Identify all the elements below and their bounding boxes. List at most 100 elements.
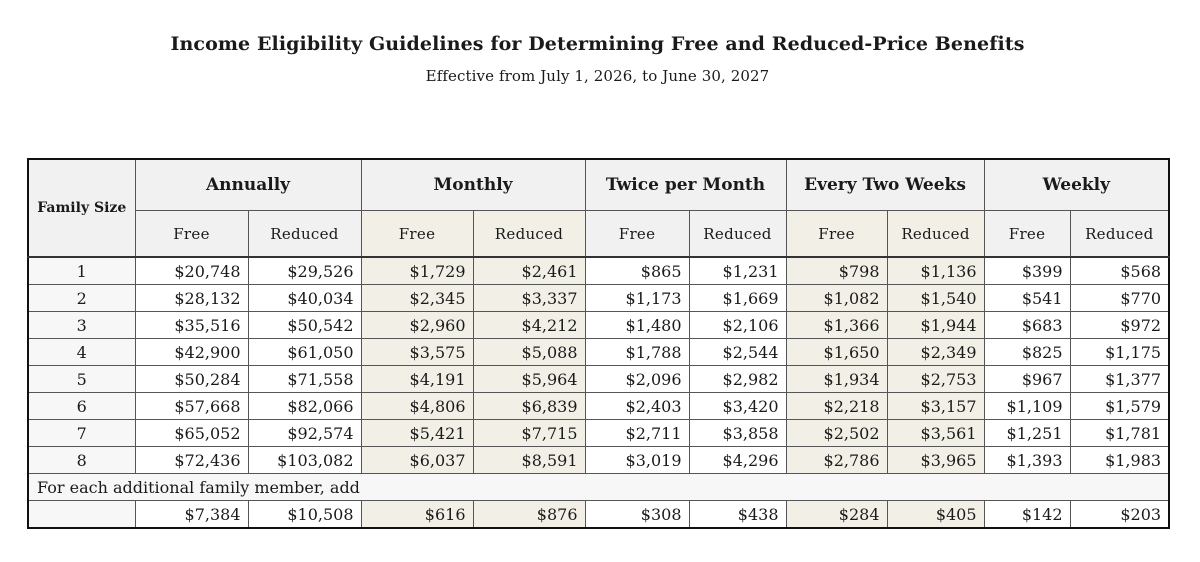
value-cell: $2,106 <box>688 311 787 339</box>
subheader-reduced: Reduced <box>688 210 787 258</box>
value-cell: $2,096 <box>584 365 690 393</box>
value-cell: $1,480 <box>584 311 690 339</box>
additional-member-row: $7,384 $10,508 $616 $876 $308 $438 $284 … <box>27 500 1170 529</box>
subheader-reduced: Reduced <box>886 210 985 258</box>
group-header-row: Family Size Annually Monthly Twice per M… <box>27 158 1170 258</box>
value-cell: $972 <box>1069 311 1170 339</box>
subheader-reduced: Reduced <box>472 210 586 258</box>
value-cell: $1,669 <box>688 284 787 312</box>
value-cell: $2,345 <box>360 284 474 312</box>
value-cell: $1,788 <box>584 338 690 366</box>
value-cell: $10,508 <box>247 500 362 529</box>
value-cell: $2,960 <box>360 311 474 339</box>
value-cell: $2,403 <box>584 392 690 420</box>
value-cell: $1,983 <box>1069 446 1170 474</box>
group-header-twice-per-month: Twice per Month <box>584 158 787 211</box>
value-cell: $1,393 <box>983 446 1071 474</box>
value-cell: $770 <box>1069 284 1170 312</box>
value-cell: $399 <box>983 256 1071 285</box>
family-size-cell: 3 <box>27 311 136 339</box>
value-cell: $3,575 <box>360 338 474 366</box>
value-cell: $5,964 <box>472 365 586 393</box>
value-cell: $1,944 <box>886 311 985 339</box>
value-cell: $865 <box>584 256 690 285</box>
value-cell: $5,088 <box>472 338 586 366</box>
page-subtitle: Effective from July 1, 2026, to June 30,… <box>425 67 770 85</box>
value-cell: $2,786 <box>785 446 888 474</box>
value-cell: $82,066 <box>247 392 362 420</box>
value-cell: $6,037 <box>360 446 474 474</box>
value-cell: $65,052 <box>134 419 249 447</box>
value-cell: $1,231 <box>688 256 787 285</box>
value-cell: $967 <box>983 365 1071 393</box>
value-cell: $2,349 <box>886 338 985 366</box>
additional-member-label: For each additional family member, add <box>27 473 1170 501</box>
table-row: 3 $35,516 $50,542 $2,960 $4,212 $1,480 $… <box>27 311 1170 339</box>
family-size-header: Family Size <box>27 158 136 258</box>
table-row: 5 $50,284 $71,558 $4,191 $5,964 $2,096 $… <box>27 365 1170 393</box>
table-row: 8 $72,436 $103,082 $6,037 $8,591 $3,019 … <box>27 446 1170 474</box>
value-cell: $1,136 <box>886 256 985 285</box>
value-cell: $1,729 <box>360 256 474 285</box>
table-row: 6 $57,668 $82,066 $4,806 $6,839 $2,403 $… <box>27 392 1170 420</box>
value-cell: $4,296 <box>688 446 787 474</box>
family-size-cell: 1 <box>27 256 136 285</box>
value-cell: $40,034 <box>247 284 362 312</box>
value-cell: $71,558 <box>247 365 362 393</box>
family-size-cell: 2 <box>27 284 136 312</box>
value-cell: $4,191 <box>360 365 474 393</box>
value-cell: $50,542 <box>247 311 362 339</box>
subheader-free: Free <box>785 210 888 258</box>
value-cell: $1,109 <box>983 392 1071 420</box>
family-size-cell: 7 <box>27 419 136 447</box>
value-cell: $438 <box>688 500 787 529</box>
income-eligibility-table: Family Size Annually Monthly Twice per M… <box>27 158 1171 529</box>
value-cell: $20,748 <box>134 256 249 285</box>
group-header-every-two-weeks: Every Two Weeks <box>785 158 985 211</box>
additional-member-label-row: For each additional family member, add <box>27 473 1170 501</box>
subheader-free: Free <box>584 210 690 258</box>
value-cell: $3,337 <box>472 284 586 312</box>
sub-header-row: Free Reduced Free Reduced Free Reduced F… <box>28 210 1170 258</box>
value-cell: $1,175 <box>1069 338 1170 366</box>
value-cell: $1,781 <box>1069 419 1170 447</box>
value-cell: $72,436 <box>134 446 249 474</box>
value-cell: $1,650 <box>785 338 888 366</box>
subheader-free: Free <box>983 210 1071 258</box>
group-header-weekly: Weekly <box>983 158 1170 211</box>
table-row: 7 $65,052 $92,574 $5,421 $7,715 $2,711 $… <box>27 419 1170 447</box>
value-cell: $2,461 <box>472 256 586 285</box>
value-cell: $6,839 <box>472 392 586 420</box>
value-cell: $57,668 <box>134 392 249 420</box>
value-cell: $4,806 <box>360 392 474 420</box>
value-cell: $568 <box>1069 256 1170 285</box>
value-cell: $798 <box>785 256 888 285</box>
value-cell: $4,212 <box>472 311 586 339</box>
value-cell: $616 <box>360 500 474 529</box>
value-cell: $825 <box>983 338 1071 366</box>
value-cell: $1,579 <box>1069 392 1170 420</box>
page-title: Income Eligibility Guidelines for Determ… <box>170 33 1025 55</box>
value-cell: $50,284 <box>134 365 249 393</box>
value-cell: $92,574 <box>247 419 362 447</box>
subheader-free: Free <box>134 210 249 258</box>
family-size-cell: 5 <box>27 365 136 393</box>
value-cell: $2,218 <box>785 392 888 420</box>
value-cell: $8,591 <box>472 446 586 474</box>
value-cell: $3,420 <box>688 392 787 420</box>
value-cell: $3,858 <box>688 419 787 447</box>
value-cell: $876 <box>472 500 586 529</box>
value-cell: $142 <box>983 500 1071 529</box>
value-cell: $541 <box>983 284 1071 312</box>
subheader-reduced: Reduced <box>247 210 362 258</box>
value-cell: $683 <box>983 311 1071 339</box>
value-cell: $405 <box>886 500 985 529</box>
value-cell: $1,377 <box>1069 365 1170 393</box>
value-cell: $2,502 <box>785 419 888 447</box>
value-cell: $42,900 <box>134 338 249 366</box>
table-row: 2 $28,132 $40,034 $2,345 $3,337 $1,173 $… <box>27 284 1170 312</box>
value-cell: $2,753 <box>886 365 985 393</box>
value-cell: $3,019 <box>584 446 690 474</box>
value-cell: $29,526 <box>247 256 362 285</box>
value-cell: $35,516 <box>134 311 249 339</box>
